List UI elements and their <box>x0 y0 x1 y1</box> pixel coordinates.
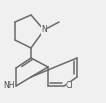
Text: Cl: Cl <box>66 81 73 91</box>
Text: N: N <box>41 26 47 35</box>
Text: NH: NH <box>3 81 15 91</box>
